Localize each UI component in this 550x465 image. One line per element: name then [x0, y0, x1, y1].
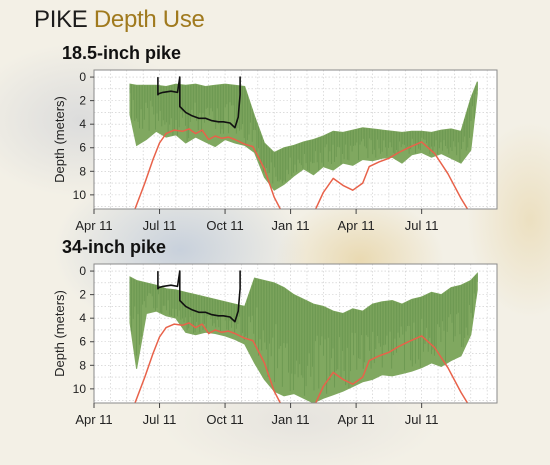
depth-chart-18-5-inch: 0 2 4 6 8 10 Apr 11 Jul 11 Oct 11 Jan 11 Apr 11 Jul… [52, 69, 498, 233]
x-tick-label: Apr 11 [337, 412, 374, 427]
series-line-black [157, 76, 241, 129]
x-tick-label: Jul 11 [405, 412, 439, 427]
series-depth-detail [129, 81, 478, 184]
panel-title-2: 34-inch pike [62, 237, 167, 257]
y-tick-label: 0 [79, 70, 86, 84]
y-tick-label: 8 [79, 164, 86, 178]
title-prefix: PIKE [34, 6, 88, 33]
y-tick-label: 6 [79, 141, 86, 155]
y-tick-label: 0 [79, 264, 86, 278]
y-axis-label: Depth (meters) [52, 290, 67, 377]
title-accent: Depth Use [93, 6, 205, 33]
x-tick-label: Jul 11 [143, 218, 177, 233]
y-tick-label: 2 [79, 288, 86, 302]
x-tick-label: Apr 11 [337, 218, 374, 233]
series-group [129, 76, 478, 209]
x-tick-label: Jul 11 [143, 412, 177, 427]
series-depth-band [129, 81, 478, 191]
y-axis-label: Depth (meters) [52, 96, 67, 183]
x-tick-label: Jan 11 [272, 412, 310, 427]
y-tick-label: 10 [73, 382, 87, 396]
y-tick-label: 8 [79, 358, 86, 372]
x-tick-label: Jul 11 [405, 218, 439, 233]
series-line-red [134, 322, 469, 403]
plot-frame [93, 69, 498, 210]
panel-title-1: 18.5-inch pike [62, 43, 182, 63]
series-line-red [134, 128, 469, 209]
series-group [129, 270, 478, 403]
x-tick-label: Jan 11 [272, 218, 310, 233]
series-line-black [157, 270, 241, 323]
x-tick-label: Apr 11 [75, 218, 112, 233]
x-tick-label: Oct 11 [206, 218, 243, 233]
x-tick-label: Oct 11 [206, 412, 243, 427]
y-tick-label: 2 [79, 94, 86, 108]
y-tick-label: 4 [79, 311, 86, 325]
y-tick-label: 6 [79, 335, 86, 349]
x-tick-label: Apr 11 [75, 412, 112, 427]
depth-chart-34-inch: 0 2 4 6 8 10 Apr 11 Jul 11 Oct 11 Jan 11 Apr 11 Jul… [52, 263, 498, 427]
y-tick-label: 10 [73, 188, 87, 202]
y-tick-label: 4 [79, 117, 86, 131]
plot-frame [93, 263, 498, 404]
page-title: PIKE Depth Use [34, 6, 205, 34]
